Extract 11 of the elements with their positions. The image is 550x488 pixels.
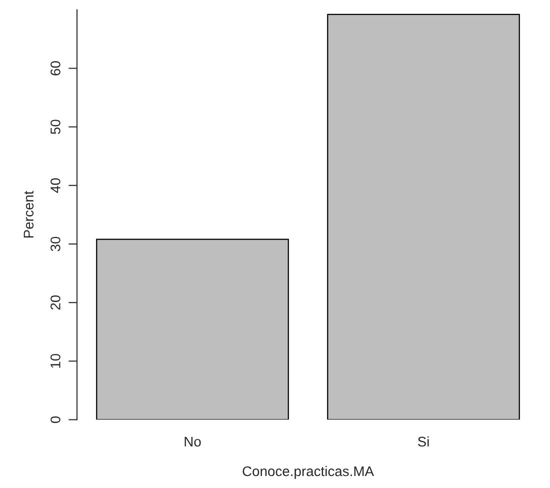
y-tick-label: 60 [50, 61, 60, 76]
y-tick-label: 0 [50, 416, 60, 423]
y-tick-label: 40 [50, 178, 60, 193]
y-tick-label: 50 [50, 120, 60, 134]
x-tick-label: Si [418, 436, 429, 447]
x-tick-label: No [184, 436, 201, 447]
y-tick-label: 10 [50, 354, 60, 368]
y-axis-title: Percent [24, 190, 34, 238]
x-axis-title: Conoce.practicas.MA [242, 466, 374, 479]
y-tick-label: 30 [50, 236, 60, 252]
y-tick-label: 20 [50, 295, 60, 310]
